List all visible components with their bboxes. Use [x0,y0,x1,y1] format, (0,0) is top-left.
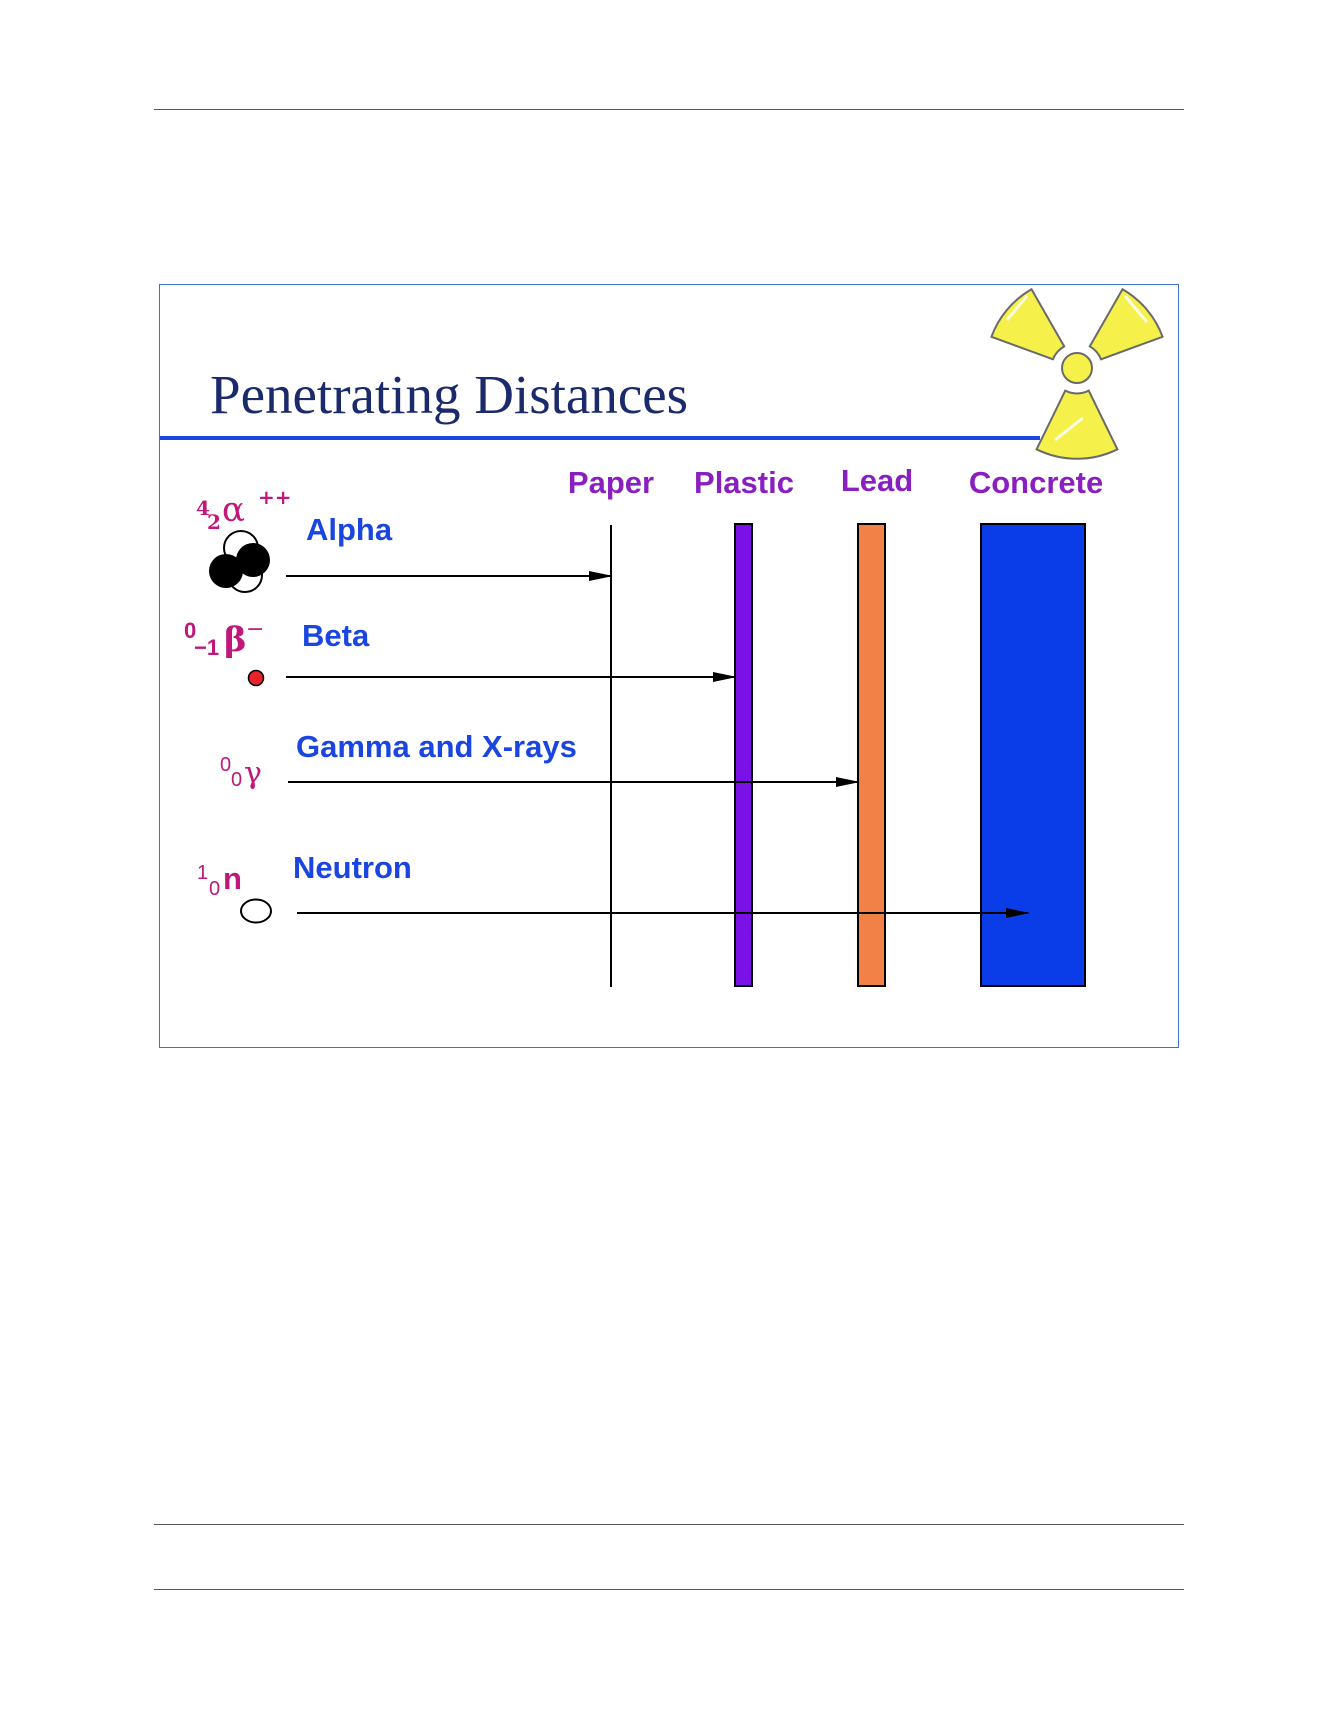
barrier-plastic [734,523,753,987]
material-label-concrete: Concrete [969,465,1103,500]
beta-symbol-letter: β [224,620,247,660]
neutron-mass-number: 1 [197,862,208,884]
material-label-plastic: Plastic [694,465,794,500]
alpha-charge: ++ [258,485,292,509]
alpha-mass-number: 4 [196,496,210,520]
beta-symbol: 0 −1 β − [184,617,264,660]
alpha-symbol: 4 2 α ++ [196,485,292,534]
neutron-particle-icon [240,898,272,924]
header-rule [154,109,1184,110]
radiation-trefoil-icon [990,287,1164,460]
footer-rule-bottom [154,1589,1184,1590]
neutron-symbol-letter: n [223,861,242,896]
beta-particle-icon [247,669,265,687]
footer-rule-top [154,1524,1184,1525]
barrier-concrete [980,523,1086,987]
radiation-label-alpha: Alpha [306,512,393,547]
neutron-atomic-number: 0 [209,878,220,900]
alpha-symbol-letter: α [222,490,245,530]
barrier-lead [857,523,886,987]
beta-charge: − [246,617,264,642]
gamma-symbol: 0 0 γ [220,754,262,791]
gamma-atomic-number: 0 [231,769,242,791]
radiation-label-neutron: Neutron [293,850,412,885]
beta-mass-number: 0 [184,618,196,643]
material-label-paper: Paper [568,465,654,500]
gamma-symbol-letter: γ [244,756,262,791]
material-label-lead: Lead [841,463,913,498]
neutron-symbol: 1 0 n [197,861,242,900]
slide-frame: Penetrating Distances Paper Plastic Lead… [159,284,1179,1048]
radiation-label-beta: Beta [302,618,370,653]
slide-title: Penetrating Distances [210,364,688,425]
alpha-atomic-number: 2 [207,510,221,534]
gamma-mass-number: 0 [220,754,231,776]
radiation-label-gamma: Gamma and X-rays [296,729,577,764]
beta-atomic-number: −1 [194,635,219,660]
alpha-particle-icon [209,530,270,593]
